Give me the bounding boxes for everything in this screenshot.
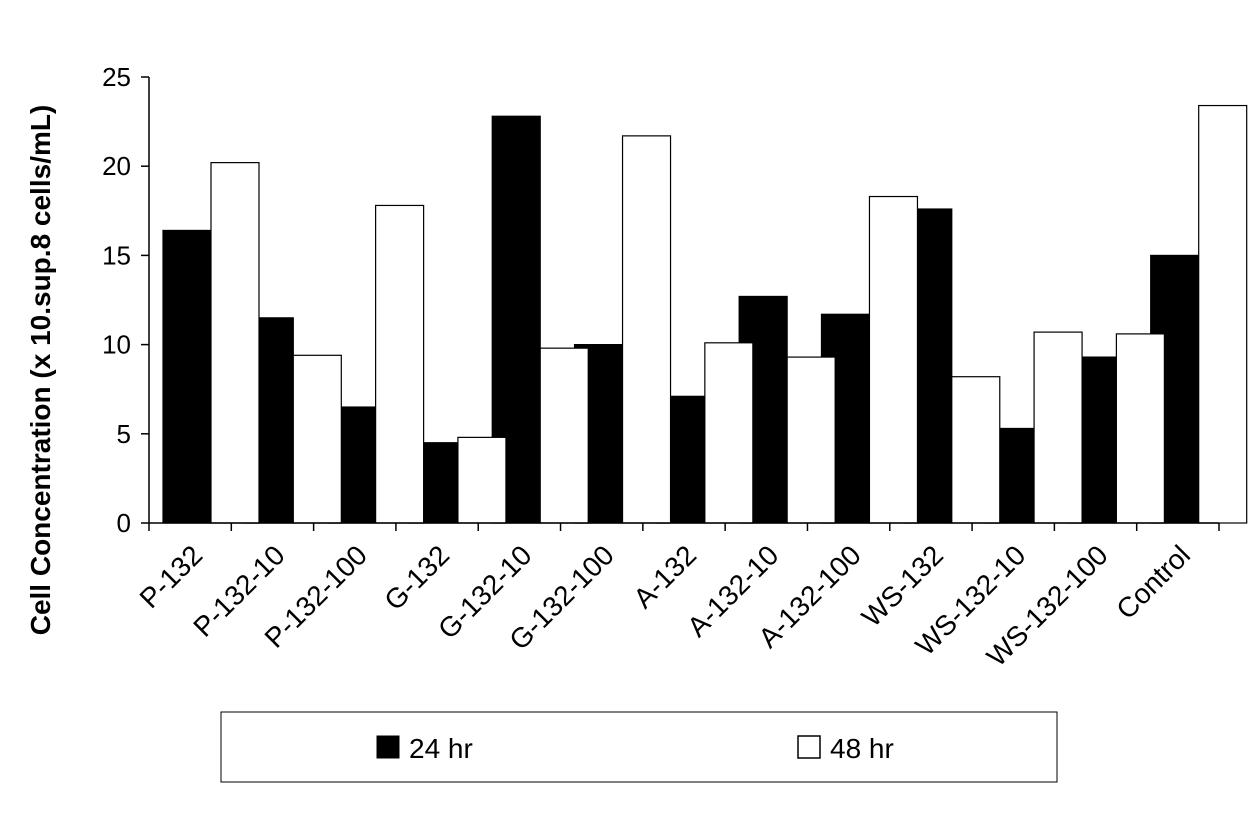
x-tick-label-A-132: A-132	[627, 539, 702, 614]
x-tick-label-G-132: G-132	[378, 539, 455, 616]
bar-48hr-G-132	[458, 437, 506, 523]
bar-48hr-A-132	[705, 343, 753, 523]
x-tick-label-P-132: P-132	[134, 539, 209, 614]
bar-48hr-A-132-10	[787, 357, 835, 523]
y-tick-label-15: 15	[102, 240, 131, 270]
bar-48hr-WS-132	[952, 377, 1000, 523]
bar-48hr-P-132-100	[376, 205, 424, 523]
legend-swatch-24hr	[377, 736, 399, 758]
x-ticks: P-132P-132-10P-132-100G-132G-132-10G-132…	[134, 523, 1219, 672]
legend: 24 hr 48 hr	[221, 712, 1057, 782]
bar-48hr-P-132	[211, 163, 259, 523]
bar-48hr-G-132-10	[540, 348, 588, 523]
bar-24hr-P-132	[163, 230, 211, 523]
legend-box	[221, 712, 1057, 782]
bar-48hr-A-132-100	[869, 197, 917, 523]
y-tick-label-20: 20	[102, 151, 131, 181]
y-tick-label-10: 10	[102, 330, 131, 360]
y-axis-label: Cell Concentration (x 10.sup.8 cells/mL)	[25, 105, 56, 636]
bar-48hr-G-132-100	[623, 136, 671, 523]
bar-48hr-P-132-10	[293, 355, 341, 523]
bar-48hr-WS-132-10	[1034, 332, 1082, 523]
legend-swatch-48hr	[798, 736, 820, 758]
y-ticks: 0 5 10 15 20 25	[102, 62, 149, 538]
bars-layer	[163, 106, 1247, 523]
legend-label-48hr: 48 hr	[830, 733, 894, 764]
bar-48hr-Control	[1199, 106, 1247, 523]
x-tick-label-Control: Control	[1110, 539, 1196, 625]
legend-label-24hr: 24 hr	[409, 733, 473, 764]
y-tick-label-25: 25	[102, 62, 131, 92]
y-tick-label-5: 5	[117, 419, 131, 449]
y-tick-label-0: 0	[117, 508, 131, 538]
bar-48hr-WS-132-100	[1116, 334, 1164, 523]
